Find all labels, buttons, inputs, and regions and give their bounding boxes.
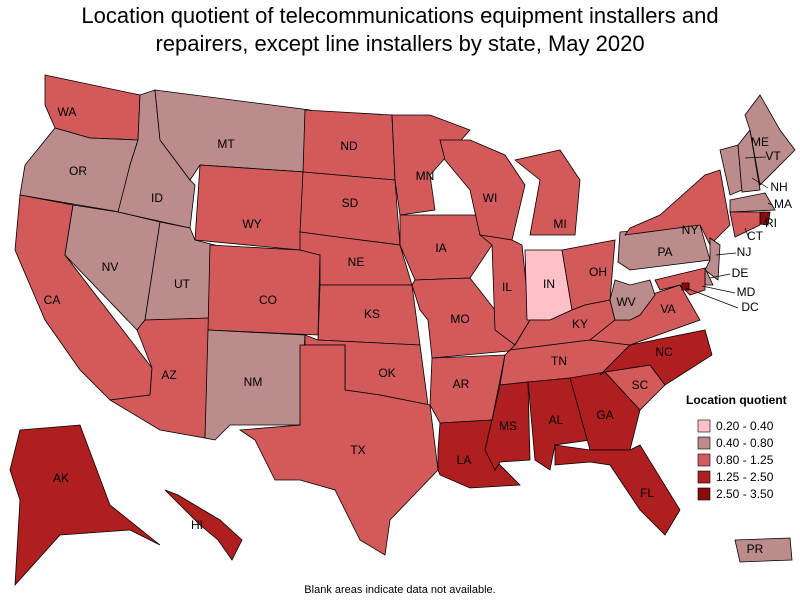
state-label: OR (69, 164, 87, 178)
state-label: VA (660, 302, 675, 316)
leader-line (744, 156, 767, 159)
state-label: CT (747, 229, 764, 243)
state-label: CO (259, 293, 277, 307)
state-label: AK (53, 471, 69, 485)
legend-swatch (697, 419, 711, 433)
state-label: IL (502, 280, 512, 294)
leader-line (767, 202, 773, 206)
state-label: WA (58, 105, 77, 119)
state-label: OH (589, 265, 607, 279)
state (609, 279, 656, 321)
state (599, 329, 713, 386)
state (729, 211, 761, 238)
state-label: TX (350, 443, 365, 457)
state-label: PR (747, 542, 764, 556)
note: Blank areas indicate data not available. (304, 584, 495, 596)
state (734, 537, 793, 563)
state-label: WI (483, 191, 498, 205)
state-label: PA (657, 245, 672, 259)
state-label: MO (450, 312, 469, 326)
state-label: AR (453, 377, 470, 391)
state-labels: WA OR CA ID NV MT WY UT AZ CO NM ND SD NE KS OK TX MN IA MO… (44, 105, 792, 556)
legend-swatch (697, 436, 711, 450)
legend-label: 0.20 - 0.40 (716, 419, 774, 433)
leader-line (715, 252, 737, 256)
state-label: MD (737, 285, 756, 299)
state-label: MT (217, 137, 235, 151)
state-label: DC (741, 300, 759, 314)
state-label: IN (543, 277, 555, 291)
state-label: MA (774, 197, 792, 211)
legend-swatch (697, 470, 711, 484)
state (729, 192, 776, 213)
state-label: ME (751, 135, 769, 149)
state-label: IA (435, 241, 446, 255)
state-label: AZ (161, 368, 176, 382)
state (194, 164, 306, 251)
legend-label: 1.25 - 2.50 (716, 470, 774, 484)
state-label: OK (378, 366, 395, 380)
state (514, 149, 581, 236)
state-label: DE (732, 266, 749, 280)
state-label: VT (765, 149, 781, 163)
state-label: NC (655, 345, 673, 359)
state-label: NJ (737, 245, 752, 259)
leader-line (763, 219, 767, 224)
state (737, 129, 761, 193)
state-label: SC (632, 378, 649, 392)
states (9, 74, 796, 587)
state (484, 381, 531, 471)
state (554, 444, 681, 536)
state (624, 169, 731, 246)
legend-swatch (697, 453, 711, 467)
state-label: TN (551, 354, 567, 368)
state (238, 344, 439, 556)
state-label: NM (244, 375, 263, 389)
state-label: LA (457, 453, 472, 467)
state-label: AL (549, 413, 564, 427)
state-label: NE (348, 255, 365, 269)
state (9, 424, 161, 587)
state-label: NH (770, 180, 787, 194)
state (704, 237, 721, 281)
leader-line (685, 287, 739, 309)
state (207, 244, 321, 336)
state-label: HI (191, 518, 203, 532)
state-label: KY (572, 317, 588, 331)
legend-title: Location quotient (686, 393, 787, 407)
state-label: FL (640, 486, 654, 500)
leader-line (744, 227, 749, 237)
state-label: CA (44, 293, 61, 307)
state-label: MS (499, 419, 517, 433)
state (654, 267, 706, 296)
legend-label: 0.40 - 0.80 (716, 436, 774, 450)
state-label: ND (340, 139, 358, 153)
leader-line (751, 177, 769, 189)
state-label: UT (174, 277, 191, 291)
state-label: MI (553, 217, 566, 231)
state-label: RI (765, 216, 777, 230)
state (744, 94, 796, 186)
state-label: NY (682, 223, 699, 237)
legend: Location quotient 0.20 - 0.40 0.40 - 0.80… (686, 393, 787, 501)
map-title: Location quotient of telecommunications … (81, 3, 719, 56)
state-label: MN (416, 169, 435, 183)
leader-line (701, 285, 736, 294)
leader-lines (685, 156, 773, 309)
legend-label: 0.80 - 1.25 (716, 453, 774, 467)
state-label: NV (102, 260, 119, 274)
legend-swatch (697, 487, 711, 501)
leader-line (709, 273, 731, 279)
state (164, 489, 243, 561)
state-label: WY (242, 217, 261, 231)
state-label: WV (616, 295, 635, 309)
legend-label: 2.50 - 3.50 (716, 487, 774, 501)
state-label: ID (151, 191, 163, 205)
state-label: KS (364, 307, 380, 321)
state-label: SD (342, 196, 359, 210)
state-label: GA (596, 408, 613, 422)
